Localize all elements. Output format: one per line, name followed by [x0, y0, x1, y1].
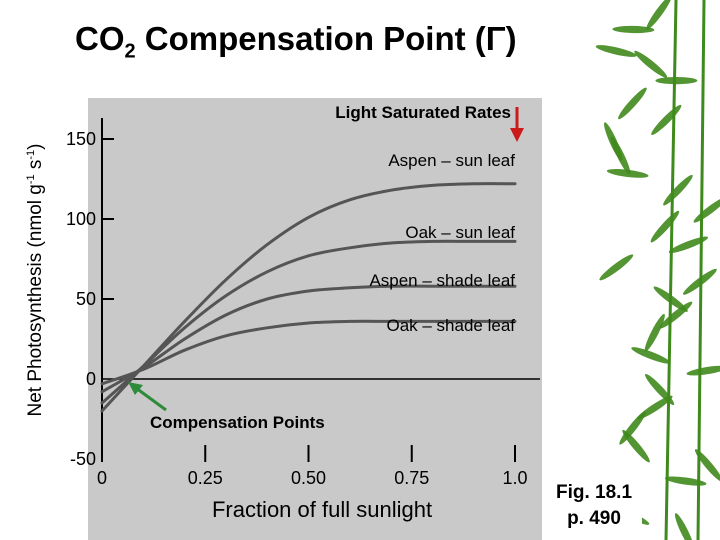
bamboo-leaf	[664, 476, 707, 486]
bamboo-leaf	[682, 268, 717, 295]
y-tick-label: -50	[70, 449, 96, 469]
x-tick-label: 0.75	[394, 468, 429, 488]
bamboo-leaf	[606, 169, 649, 178]
series-line	[100, 319, 517, 386]
page-title: CO2 Compensation Point (Γ)	[75, 20, 517, 63]
bamboo-leaf	[663, 174, 693, 206]
bamboo-leaf	[618, 87, 647, 120]
bamboo-leaf	[637, 395, 673, 420]
compensation-arrow-head	[128, 382, 143, 395]
figure-reference: Fig. 18.1 p. 490	[546, 480, 642, 532]
bamboo-leaf	[650, 210, 680, 243]
light-saturated-arrow-head	[510, 128, 524, 142]
annotation-compensation: Compensation Points	[150, 413, 325, 432]
x-tick-label: 0.50	[291, 468, 326, 488]
bamboo-leaf	[595, 45, 637, 57]
bamboo-leaf	[646, 0, 672, 30]
bamboo-leaf	[694, 449, 720, 482]
series-line	[100, 239, 517, 405]
bamboo-leaf	[668, 236, 709, 254]
page-number: p. 490	[567, 508, 621, 529]
y-tick-label: 50	[76, 289, 96, 309]
series-line	[100, 284, 517, 394]
series-label: Oak – shade leaf	[386, 316, 515, 335]
series-label: Aspen – shade leaf	[369, 271, 515, 290]
plot-background	[88, 98, 542, 540]
figure-number: Fig. 18.1	[555, 482, 633, 503]
series-label: Aspen – sun leaf	[388, 151, 515, 170]
bamboo-leaf	[674, 513, 695, 540]
bamboo-leaf	[659, 301, 693, 329]
x-axis-label: Fraction of full sunlight	[211, 497, 433, 522]
x-tick-label: 0	[97, 468, 107, 488]
bamboo-leaf	[686, 365, 720, 376]
y-tick-label: 100	[66, 209, 96, 229]
bamboo-leaf	[599, 254, 634, 281]
y-tick-label: 0	[86, 369, 96, 389]
annotation-light-saturated: Light Saturated Rates	[335, 103, 511, 122]
bamboo-stalk	[696, 0, 706, 540]
bamboo-leaf	[610, 136, 631, 175]
series-label: Oak – sun leaf	[405, 223, 515, 242]
bamboo-leaf	[622, 429, 650, 463]
compensation-arrow-shaft	[135, 386, 167, 412]
x-tick-label: 0.25	[188, 468, 223, 488]
y-tick-label: 150	[66, 129, 96, 149]
bamboo-leaf	[612, 25, 655, 34]
bamboo-stalk	[664, 0, 678, 540]
bamboo-leaf	[653, 286, 688, 312]
x-tick-label: 1.0	[502, 468, 527, 488]
bamboo-leaf	[631, 347, 671, 364]
bamboo-leaf	[655, 77, 698, 85]
bamboo-leaf	[634, 50, 668, 78]
bamboo-leaf	[651, 104, 682, 135]
bamboo-decoration	[590, 0, 720, 540]
bamboo-leaf	[693, 196, 720, 223]
bamboo-leaf	[644, 313, 665, 352]
series-line	[100, 182, 517, 413]
